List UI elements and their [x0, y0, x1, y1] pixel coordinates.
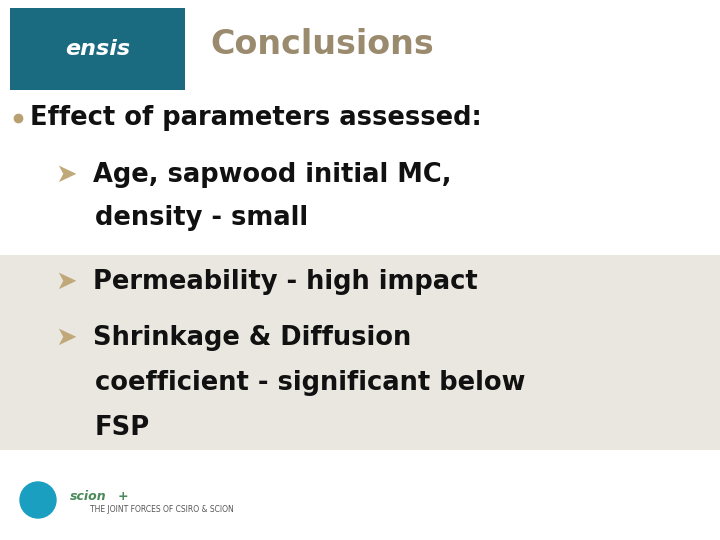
Bar	[10, 8, 185, 90]
Circle shape	[20, 482, 56, 518]
Text: Shrinkage & Diffusion: Shrinkage & Diffusion	[93, 325, 411, 351]
Text: density - small: density - small	[95, 205, 308, 231]
Text: THE JOINT FORCES OF CSIRO & SCION: THE JOINT FORCES OF CSIRO & SCION	[90, 505, 234, 515]
Text: Age, sapwood initial MC,: Age, sapwood initial MC,	[93, 162, 451, 188]
Text: Permeability - high impact: Permeability - high impact	[93, 269, 478, 295]
Text: ensis: ensis	[65, 39, 130, 59]
Text: coefficient - significant below: coefficient - significant below	[95, 370, 526, 396]
Text: ➤: ➤	[55, 325, 76, 351]
Text: ➤: ➤	[55, 162, 76, 188]
Text: FSP: FSP	[95, 415, 150, 441]
Bar	[0, 255, 720, 450]
Text: Conclusions: Conclusions	[210, 29, 433, 62]
Text: ➤: ➤	[55, 269, 76, 295]
Text: Effect of parameters assessed:: Effect of parameters assessed:	[30, 105, 482, 131]
Text: +: +	[118, 490, 129, 503]
Text: scion: scion	[70, 490, 107, 503]
